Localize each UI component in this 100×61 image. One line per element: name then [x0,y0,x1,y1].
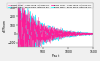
Line: BRM Ther - sans mod. interne flu.: BRM Ther - sans mod. interne flu. [18,0,93,61]
BRM Neu - avec mod. interne flu. [93,33,94,34]
Trajet Ther - sans mod. interne flu. [51,37,52,38]
Trajet Neu - sans mod. interne flu. [52,31,54,32]
BRM Neu - avec mod. interne flu. [18,14,19,15]
Trajet Neu - sans mod. interne flu. [23,19,25,20]
BRM Neu - avec mod. interne flu. [51,32,52,33]
Line: Trajet Neu - sans mod. interne flu.: Trajet Neu - sans mod. interne flu. [18,0,93,61]
BRM Neu - avec mod. interne flu. [26,22,28,23]
Trajet Neu - sans mod. interne flu. [93,33,94,34]
Trajet Ther - sans mod. interne flu. [50,34,51,35]
BRM Ther - sans mod. interne flu. [60,35,62,36]
Trajet Neu - sans mod. interne flu. [60,37,62,38]
Trajet Ther - sans mod. interne flu. [93,34,94,35]
BRM Ther - sans mod. interne flu. [26,23,28,24]
BRM Ther - sans mod. interne flu. [51,28,52,29]
BRM Neu - avec mod. interne flu. [23,35,25,36]
Line: BRM Neu - avec mod. interne flu.: BRM Neu - avec mod. interne flu. [18,0,93,61]
BRM Neu - avec mod. interne flu. [52,33,54,34]
Trajet Neu - sans mod. interne flu. [26,37,28,38]
Trajet Neu - sans mod. interne flu. [18,18,19,19]
BRM Ther - sans mod. interne flu. [50,32,51,33]
Legend: Trajet Ther - sans mod. interne flu., Trajet Neu - sans mod. interne flu., BRM T: Trajet Ther - sans mod. interne flu., Tr… [7,3,93,8]
BRM Ther - sans mod. interne flu. [93,34,94,35]
Y-axis label: dP/Pnom: dP/Pnom [3,19,7,32]
Trajet Ther - sans mod. interne flu. [26,27,28,28]
Trajet Ther - sans mod. interne flu. [60,27,62,28]
Line: Trajet Ther - sans mod. interne flu.: Trajet Ther - sans mod. interne flu. [18,0,93,61]
Trajet Ther - sans mod. interne flu. [52,36,54,37]
Trajet Ther - sans mod. interne flu. [18,29,19,30]
X-axis label: Pas t: Pas t [52,54,59,58]
Trajet Neu - sans mod. interne flu. [51,30,52,31]
BRM Ther - sans mod. interne flu. [18,27,19,28]
BRM Ther - sans mod. interne flu. [23,49,25,50]
